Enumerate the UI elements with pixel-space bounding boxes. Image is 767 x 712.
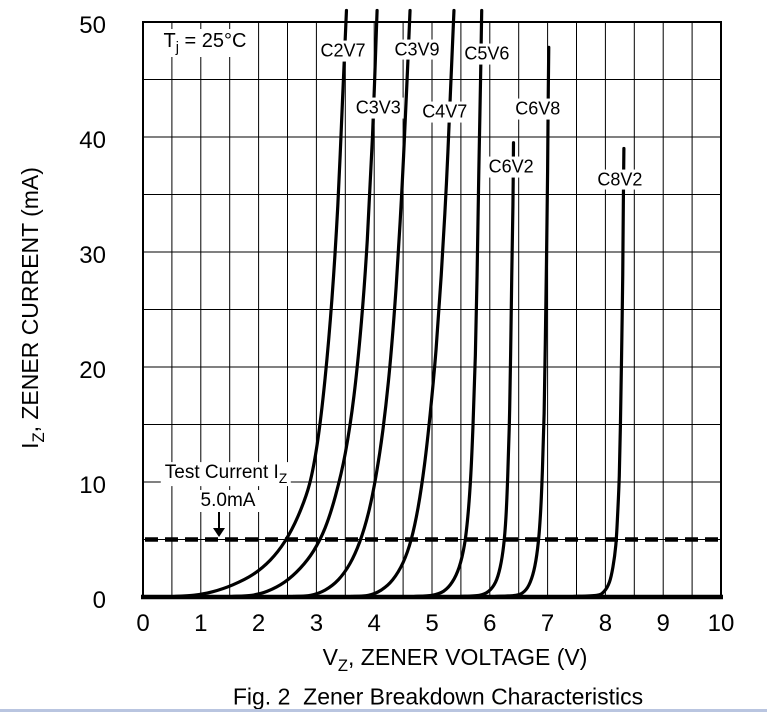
figure-caption: Fig. 2 Zener Breakdown Characteristics [232, 683, 644, 710]
y-axis-symbol: I [17, 442, 44, 449]
x-tick-label-10: 10 [707, 610, 735, 637]
tj-subscript: j [175, 40, 179, 56]
y-axis-symbol-subscript: Z [28, 432, 48, 443]
curve-label-c3v9: C3V9 [391, 39, 443, 61]
curve-label-c5v6: C5V6 [461, 43, 513, 65]
x-tick-label-7: 7 [540, 610, 555, 637]
curve-c3v9 [291, 8, 412, 599]
junction-temperature-label: Tj = 25°C [159, 29, 251, 57]
curve-c2v7 [173, 8, 349, 599]
x-tick-label-0: 0 [136, 610, 150, 637]
x-tick-label-8: 8 [598, 610, 613, 637]
curve-label-c4v7: C4V7 [419, 101, 471, 123]
curve-label-c6v2: C6V2 [485, 156, 537, 178]
x-tick-label-4: 4 [367, 610, 381, 637]
y-tick-label-40: 40 [79, 127, 106, 154]
curve-c3v3 [230, 8, 379, 599]
test-current-subscript: Z [278, 470, 288, 486]
test-current-label: Test Current IZ [160, 462, 292, 486]
curve-label-c8v2: C8V2 [594, 169, 646, 190]
x-tick-label-2: 2 [251, 610, 266, 637]
curve-c4v7 [349, 8, 456, 599]
curve-c6v8 [493, 45, 551, 599]
y-tick-label-20: 20 [79, 357, 106, 384]
tj-symbol: T [163, 30, 176, 52]
curve-c8v2 [572, 146, 626, 599]
curve-label-c3v3: C3V3 [352, 97, 404, 119]
y-tick-label-0: 0 [92, 587, 106, 614]
x-tick-label-1: 1 [194, 610, 208, 637]
curve-label-c6v8: C6V8 [512, 98, 564, 120]
x-tick-label-3: 3 [309, 610, 324, 637]
tj-value: = 25°C [178, 30, 247, 52]
y-tick-label-50: 50 [79, 12, 106, 39]
test-current-value: 5.0mA [196, 490, 260, 512]
test-current-text: Test Current I [164, 462, 279, 484]
curve-c6v2 [459, 141, 516, 599]
x-axis-title: VZ, ZENER VOLTAGE (V) [323, 644, 588, 676]
x-axis-symbol-subscript: Z [337, 655, 349, 675]
x-axis-symbol: V [322, 644, 338, 671]
y-tick-label-10: 10 [79, 472, 106, 499]
page-edge-line [0, 709, 767, 712]
curve-c5v6 [413, 8, 484, 599]
curve-label-c2v7: C2V7 [317, 40, 369, 62]
y-axis-title-text: , ZENER CURRENT (mA) [17, 167, 44, 433]
x-tick-label-6: 6 [483, 610, 497, 637]
x-tick-label-9: 9 [656, 610, 670, 637]
y-axis-title: IZ, ZENER CURRENT (mA) [17, 167, 49, 449]
x-axis-title-text: , ZENER VOLTAGE (V) [348, 644, 588, 671]
test-current-arrow-head [213, 528, 225, 537]
x-tick-label-5: 5 [425, 610, 439, 637]
y-tick-label-30: 30 [79, 242, 106, 269]
